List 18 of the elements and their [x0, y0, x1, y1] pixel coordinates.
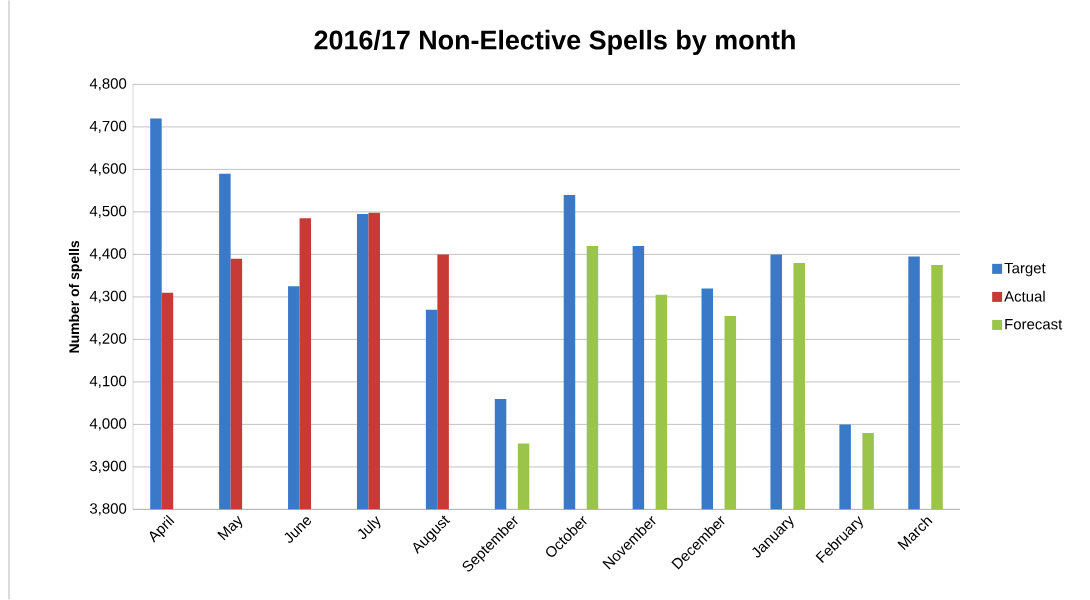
y-tick-label: 4,600	[89, 163, 127, 176]
y-tick-label: 4,700	[89, 120, 127, 134]
legend-label: Forecast	[1005, 319, 1063, 330]
x-tick-label: July	[357, 516, 381, 540]
legend-label: Actual	[1004, 290, 1045, 302]
x-tick-label: May	[217, 515, 243, 541]
y-tick-label: 3,900	[89, 460, 127, 474]
y-tick-label: 3,800	[89, 503, 127, 516]
y-tick-label: 4,500	[89, 205, 127, 219]
y-tick-label: 4,400	[89, 248, 127, 261]
y-tick-label: 4,800	[89, 78, 127, 91]
y-tick-label: 4,200	[89, 333, 127, 346]
chart-title: 2016/17 Non-Elective Spells by month	[314, 29, 795, 56]
legend-label: Target	[1004, 263, 1046, 277]
y-tick-label: 4,300	[89, 290, 127, 304]
y-axis-title: Number of spells	[68, 240, 82, 353]
y-tick-label: 4,000	[89, 418, 127, 431]
y-tick-label: 4,100	[89, 375, 127, 389]
